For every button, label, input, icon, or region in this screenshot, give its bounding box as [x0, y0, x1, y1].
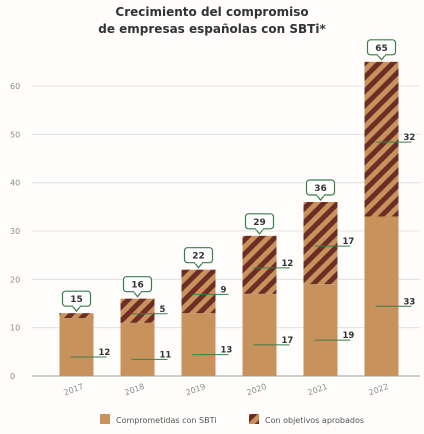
value-label-comprometidas: 11	[160, 350, 172, 360]
x-tick-label: 2022	[368, 382, 390, 397]
legend: Comprometidas con SBTi Con objetivos apro…	[100, 414, 364, 425]
legend-label-comprometidas: Comprometidas con SBTi	[116, 416, 216, 425]
bar-aprobados	[181, 269, 216, 314]
value-label-comprometidas: 13	[221, 346, 233, 356]
total-label: 22	[192, 252, 205, 262]
bar-comprometidas	[303, 284, 338, 376]
total-bubble-pointer	[316, 194, 325, 201]
y-tick-label: 0	[10, 372, 15, 381]
bar-aprobados	[303, 202, 338, 285]
total-bubble: 29	[244, 213, 275, 235]
chart-title: Crecimiento del compromiso de empresas e…	[0, 4, 424, 38]
legend-swatch-aprobados	[249, 414, 259, 424]
total-bubble: 22	[183, 247, 214, 269]
chart-title-line-1: Crecimiento del compromiso	[115, 5, 309, 19]
y-tick-label: 50	[10, 130, 20, 139]
total-bubble-pointer	[133, 291, 142, 298]
legend-label-aprobados: Con objetivos aprobados	[265, 416, 364, 425]
total-label: 15	[70, 295, 83, 305]
bars-layer	[59, 61, 399, 376]
y-tick-label: 30	[10, 227, 20, 236]
value-label-comprometidas: 19	[343, 331, 355, 341]
total-bubble-pointer	[255, 228, 264, 235]
bar-aprobados	[120, 298, 155, 323]
y-tick-label: 40	[10, 179, 20, 188]
total-bubble: 65	[366, 39, 397, 61]
total-label: 65	[375, 44, 388, 54]
labels-layer: 12 15 2017 11 5 16 2018 13 9 22 2019 17 12 29 2020 19 17…	[61, 39, 416, 397]
bar-aprobados	[59, 313, 94, 318]
chart-title-line-2: de empresas españolas con SBTi*	[98, 22, 326, 36]
total-label: 16	[131, 281, 144, 291]
y-tick-label: 60	[10, 82, 20, 91]
value-label-aprobados: 12	[282, 259, 294, 269]
value-label-aprobados: 9	[221, 285, 227, 295]
total-bubble: 36	[305, 179, 336, 201]
bar-aprobados	[242, 235, 277, 294]
y-tick-label: 10	[10, 324, 20, 333]
grid-layer: 0 10 20 30 40 50 60	[10, 82, 420, 381]
x-tick-label: 2019	[185, 382, 207, 397]
x-tick-label: 2017	[63, 382, 85, 397]
total-label: 29	[253, 218, 266, 228]
value-label-comprometidas: 17	[282, 336, 294, 346]
total-bubble: 16	[122, 276, 153, 298]
x-tick-label: 2020	[246, 382, 268, 397]
value-label-comprometidas: 33	[404, 297, 416, 307]
bar-comprometidas	[120, 322, 155, 376]
x-tick-label: 2021	[307, 382, 329, 397]
bar-comprometidas	[181, 313, 216, 376]
value-label-aprobados: 32	[404, 133, 416, 143]
total-bubble-pointer	[72, 305, 81, 313]
value-label-aprobados: 5	[160, 305, 166, 315]
value-label-aprobados: 17	[343, 237, 355, 247]
legend-swatch-comprometidas	[100, 414, 110, 424]
total-label: 36	[314, 184, 327, 194]
x-tick-label: 2018	[124, 382, 146, 397]
y-tick-label: 20	[10, 275, 20, 284]
value-label-comprometidas: 12	[99, 348, 111, 358]
total-bubble: 15	[61, 290, 92, 313]
total-bubble-pointer	[194, 262, 203, 269]
bar-comprometidas	[59, 318, 94, 376]
total-bubble-pointer	[377, 54, 386, 61]
bar-comprometidas	[242, 293, 277, 376]
bar-aprobados	[364, 61, 399, 217]
bar-comprometidas	[364, 216, 399, 376]
